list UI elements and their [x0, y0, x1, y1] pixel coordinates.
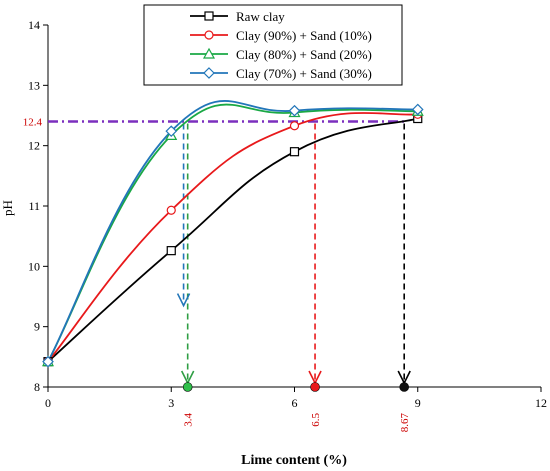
y-tick-label: 8 [34, 380, 40, 394]
series-line [47, 100, 418, 363]
x-tick-label: 9 [415, 396, 421, 410]
series-line [47, 111, 418, 363]
series-point [411, 103, 424, 116]
drop-value-label: 8.67 [399, 413, 411, 433]
series-point [288, 104, 301, 117]
series-line [47, 117, 418, 363]
series-lines [47, 100, 418, 363]
legend-entry: Clay (70%) + Sand (30%) [236, 66, 372, 81]
legend-entry: Raw clay [236, 9, 285, 24]
series-point [289, 121, 300, 131]
series-markers [41, 103, 424, 368]
series-point [166, 246, 176, 256]
axis-intersection-dot [182, 382, 193, 392]
series-point [289, 147, 300, 157]
y-tick-label: 10 [28, 259, 40, 273]
drop-arrowhead [176, 293, 191, 308]
legend-marker [204, 11, 214, 21]
reference-lines: 12.4 3.4 6.5 8.67 [23, 117, 411, 433]
series-point [166, 205, 176, 215]
x-axis-label: Lime content (%) [241, 453, 347, 468]
legend-entry: Clay (90%) + Sand (10%) [236, 28, 372, 43]
series-point [165, 125, 178, 138]
y-axis-label: pH [0, 200, 15, 216]
legend-items: Raw clay Clay (90%) + Sand (10%) Clay (80%… [190, 9, 372, 81]
y-tick-label: 13 [28, 78, 40, 92]
axis-intersection-dot [399, 382, 409, 392]
axes: 8 9 10 11 12 13 14 0 3 6 9 12 [28, 18, 547, 410]
drop-value-label: 6.5 [310, 413, 322, 427]
legend-marker [203, 67, 215, 79]
threshold-label: 12.4 [23, 117, 43, 129]
x-tick-label: 6 [292, 396, 298, 410]
legend-entry: Clay (80%) + Sand (20%) [236, 47, 372, 62]
series-point [42, 355, 54, 368]
y-tick-label: 9 [34, 320, 40, 334]
axis-intersection-dot [310, 382, 320, 392]
series-line [47, 103, 418, 363]
legend: Raw clay Clay (90%) + Sand (10%) Clay (80%… [143, 4, 403, 86]
x-tick-label: 12 [535, 396, 547, 410]
x-tick-label: 0 [45, 396, 51, 410]
intersection-dots [182, 382, 409, 392]
legend-marker [202, 47, 216, 59]
y-tick-label: 11 [28, 199, 40, 213]
y-tick-label: 14 [28, 18, 40, 32]
legend-box [143, 4, 403, 86]
drop-value-label: 3.4 [183, 413, 195, 427]
x-tick-label: 3 [168, 396, 174, 410]
legend-marker [204, 30, 214, 40]
y-tick-label: 12 [28, 139, 40, 153]
